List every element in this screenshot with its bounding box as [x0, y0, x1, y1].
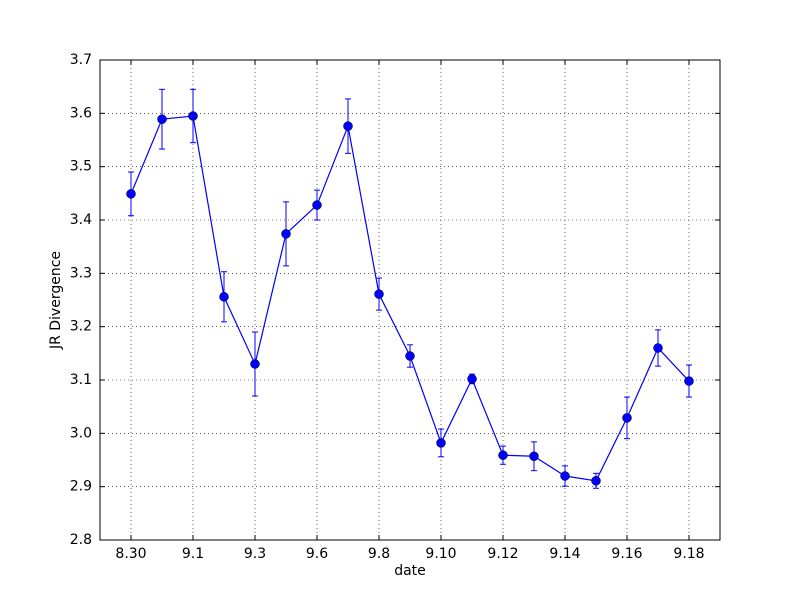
y-axis-label: JR Divergence [48, 251, 64, 350]
y-tick-label: 3.7 [70, 52, 92, 68]
marker [343, 121, 353, 131]
y-tick-label: 3.1 [70, 372, 92, 388]
x-tick-label: 9.12 [487, 546, 518, 562]
marker [405, 351, 415, 361]
x-tick-label: 9.10 [425, 546, 456, 562]
marker [684, 376, 694, 386]
marker [653, 343, 663, 353]
marker [436, 438, 446, 448]
marker [560, 471, 570, 481]
marker [219, 292, 229, 302]
marker [529, 451, 539, 462]
marker [591, 476, 601, 486]
x-tick-label: 8.30 [115, 546, 146, 562]
y-tick-label: 3.4 [70, 212, 92, 228]
marker [188, 111, 198, 121]
marker [312, 200, 322, 210]
marker [467, 374, 477, 384]
y-tick-label: 3.6 [70, 105, 92, 121]
marker [157, 114, 167, 124]
marker [622, 413, 632, 423]
x-tick-label: 9.6 [306, 546, 328, 562]
marker [281, 229, 291, 239]
marker [374, 289, 384, 299]
x-axis-label: date [394, 563, 426, 579]
y-tick-label: 2.8 [70, 532, 92, 548]
x-tick-label: 9.16 [611, 546, 642, 562]
x-tick-label: 9.18 [673, 546, 704, 562]
y-tick-label: 3.2 [70, 319, 92, 335]
x-tick-label: 9.3 [244, 546, 266, 562]
marker [250, 359, 260, 369]
marker [126, 189, 136, 199]
y-tick-label: 2.9 [70, 479, 92, 495]
x-tick-label: 9.1 [182, 546, 204, 562]
y-tick-label: 3.3 [70, 265, 92, 281]
x-tick-label: 9.8 [368, 546, 390, 562]
y-tick-label: 3.5 [70, 159, 92, 175]
y-tick-label: 3.0 [70, 425, 92, 441]
plot-frame [99, 59, 721, 541]
marker [498, 450, 508, 460]
x-tick-label: 9.14 [549, 546, 580, 562]
